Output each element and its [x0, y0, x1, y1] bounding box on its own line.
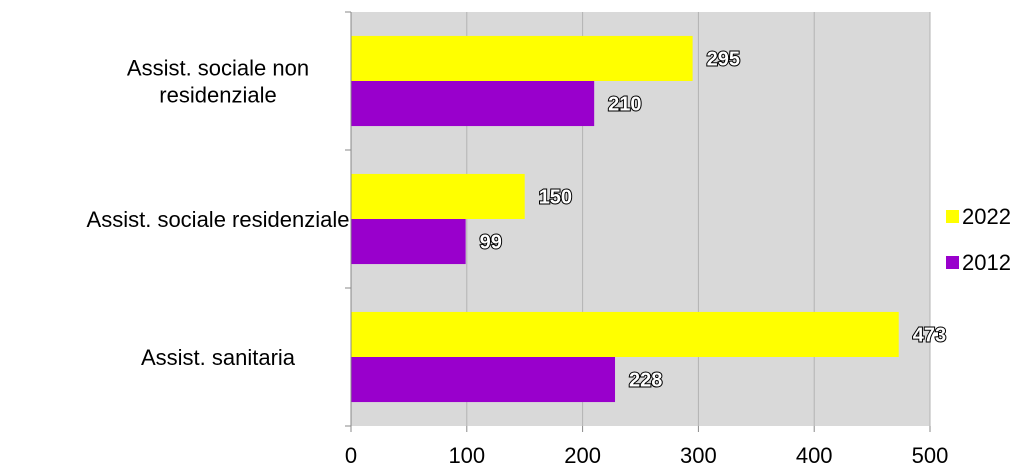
x-tick-label: 400	[796, 443, 833, 468]
bar-2022	[351, 311, 899, 357]
bar-2022	[351, 173, 525, 219]
data-labels: 295 210 150 99 473 228	[479, 47, 947, 392]
legend-label-2022: 2022	[962, 204, 1011, 229]
axes	[345, 11, 931, 432]
x-tick-label: 0	[345, 443, 357, 468]
bar-2012	[351, 219, 466, 265]
legend-swatch-2012	[946, 256, 959, 269]
legend-swatch-2022	[946, 210, 959, 223]
data-label: 228	[629, 370, 662, 392]
bars	[351, 35, 899, 403]
x-tick-label: 500	[912, 443, 949, 468]
x-tick-label: 300	[680, 443, 717, 468]
legend: 2022 2012	[946, 204, 1011, 275]
legend-label-2012: 2012	[962, 250, 1011, 275]
x-tick-labels: 0 100 200 300 400 500	[345, 443, 948, 468]
data-label: 150	[539, 186, 572, 208]
data-label: 99	[480, 232, 502, 254]
data-label: 295	[707, 48, 740, 70]
data-label: 473	[913, 324, 946, 346]
x-tick-label: 100	[448, 443, 485, 468]
bar-2012	[351, 81, 595, 127]
bar-2012	[351, 357, 616, 403]
category-label: residenziale	[159, 83, 276, 108]
bar-2022	[351, 35, 693, 81]
data-label: 210	[608, 94, 641, 116]
x-tick-label: 200	[564, 443, 601, 468]
category-label: Assist. sociale non	[127, 56, 309, 81]
category-label: Assist. sanitaria	[141, 345, 296, 370]
category-label: Assist. sociale residenziale	[87, 207, 350, 232]
